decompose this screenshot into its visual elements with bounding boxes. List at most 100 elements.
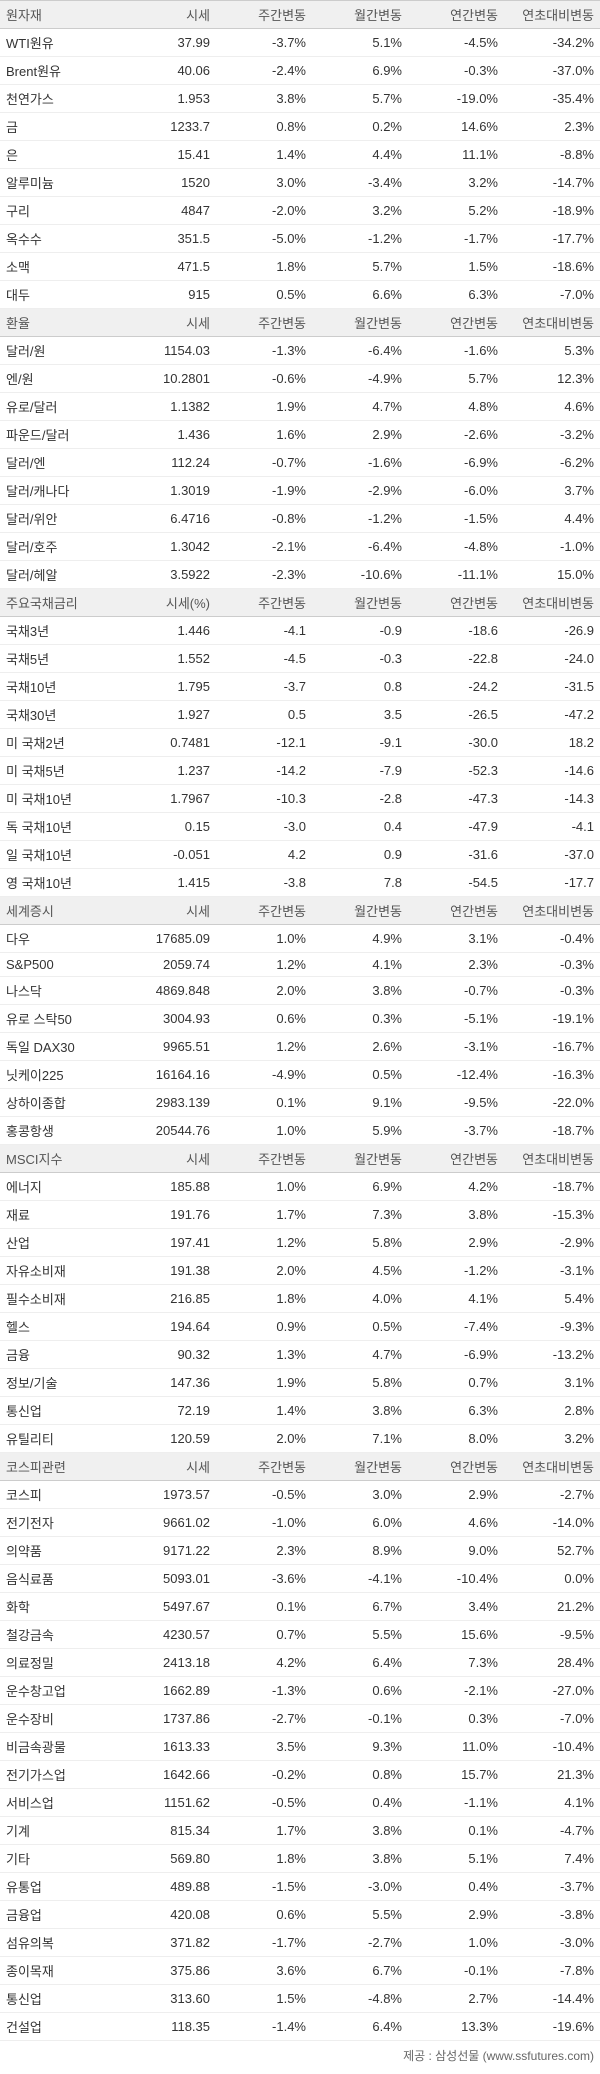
row-label: 유통업 <box>0 1873 120 1901</box>
row-value: 6.9% <box>312 57 408 85</box>
column-header: 연초대비변동 <box>504 1145 600 1173</box>
row-label: 달러/헤알 <box>0 561 120 589</box>
row-value: -0.3 <box>312 645 408 673</box>
row-value: -19.0% <box>408 85 504 113</box>
row-value: 1.1382 <box>120 393 216 421</box>
row-value: 37.99 <box>120 29 216 57</box>
table-row: 기계815.341.7%3.8%0.1%-4.7% <box>0 1817 600 1845</box>
table-row: 천연가스1.9533.8%5.7%-19.0%-35.4% <box>0 85 600 113</box>
row-value: 2.0% <box>216 1257 312 1285</box>
row-value: -14.2 <box>216 757 312 785</box>
section-header-row: 코스피관련시세주간변동월간변동연간변동연초대비변동 <box>0 1453 600 1481</box>
row-label: 자유소비재 <box>0 1257 120 1285</box>
row-value: -2.1% <box>408 1677 504 1705</box>
column-header: 주간변동 <box>216 1453 312 1481</box>
row-value: 7.8 <box>312 869 408 897</box>
table-row: 코스피1973.57-0.5%3.0%2.9%-2.7% <box>0 1481 600 1509</box>
column-header: 시세(%) <box>120 589 216 617</box>
row-value: -0.1% <box>408 1957 504 1985</box>
row-value: -2.6% <box>408 421 504 449</box>
row-value: -0.4% <box>504 925 600 953</box>
table-row: WTI원유37.99-3.7%5.1%-4.5%-34.2% <box>0 29 600 57</box>
row-label: 헬스 <box>0 1313 120 1341</box>
table-row: 은15.411.4%4.4%11.1%-8.8% <box>0 141 600 169</box>
row-value: 12.3% <box>504 365 600 393</box>
row-value: -3.7% <box>216 29 312 57</box>
table-row: 섬유의복371.82-1.7%-2.7%1.0%-3.0% <box>0 1929 600 1957</box>
row-value: -9.1 <box>312 729 408 757</box>
row-value: 8.9% <box>312 1537 408 1565</box>
row-value: 0.8% <box>312 1761 408 1789</box>
table-row: 종이목재375.863.6%6.7%-0.1%-7.8% <box>0 1957 600 1985</box>
row-label: S&P500 <box>0 953 120 977</box>
row-value: -3.2% <box>504 421 600 449</box>
row-label: 건설업 <box>0 2013 120 2041</box>
row-value: -24.2 <box>408 673 504 701</box>
table-row: 파운드/달러1.4361.6%2.9%-2.6%-3.2% <box>0 421 600 449</box>
row-value: 2.0% <box>216 1425 312 1453</box>
row-value: -0.5% <box>216 1789 312 1817</box>
row-value: 1520 <box>120 169 216 197</box>
row-value: 15.0% <box>504 561 600 589</box>
column-header: 주간변동 <box>216 589 312 617</box>
row-value: -16.3% <box>504 1061 600 1089</box>
row-label: 홍콩항생 <box>0 1117 120 1145</box>
table-row: 유로/달러1.13821.9%4.7%4.8%4.6% <box>0 393 600 421</box>
row-value: 11.1% <box>408 141 504 169</box>
row-value: 4.1% <box>312 953 408 977</box>
table-row: 닛케이22516164.16-4.9%0.5%-12.4%-16.3% <box>0 1061 600 1089</box>
row-label: 다우 <box>0 925 120 953</box>
row-value: -3.6% <box>216 1565 312 1593</box>
row-value: -3.1% <box>408 1033 504 1061</box>
table-row: 의약품9171.222.3%8.9%9.0%52.7% <box>0 1537 600 1565</box>
row-value: -10.6% <box>312 561 408 589</box>
row-value: 4.1% <box>408 1285 504 1313</box>
row-value: -4.7% <box>504 1817 600 1845</box>
section-title: 원자재 <box>0 1 120 29</box>
table-row: 금융업420.080.6%5.5%2.9%-3.8% <box>0 1901 600 1929</box>
row-value: 0.7% <box>216 1621 312 1649</box>
row-value: 6.3% <box>408 281 504 309</box>
row-value: 4.4% <box>504 505 600 533</box>
row-value: 1.7967 <box>120 785 216 813</box>
row-label: 철강금속 <box>0 1621 120 1649</box>
row-label: 코스피 <box>0 1481 120 1509</box>
row-value: 1.5% <box>216 1985 312 2013</box>
row-value: 2413.18 <box>120 1649 216 1677</box>
row-value: -9.3% <box>504 1313 600 1341</box>
row-value: 6.6% <box>312 281 408 309</box>
row-label: 엔/원 <box>0 365 120 393</box>
row-value: 3.5 <box>312 701 408 729</box>
row-value: 0.5% <box>312 1313 408 1341</box>
row-value: -17.7 <box>504 869 600 897</box>
row-value: 4.7% <box>312 1341 408 1369</box>
table-row: 달러/원1154.03-1.3%-6.4%-1.6%5.3% <box>0 337 600 365</box>
table-row: 엔/원10.2801-0.6%-4.9%5.7%12.3% <box>0 365 600 393</box>
row-value: -1.3% <box>216 337 312 365</box>
row-label: 의약품 <box>0 1537 120 1565</box>
row-value: 1.446 <box>120 617 216 645</box>
row-label: 기계 <box>0 1817 120 1845</box>
row-value: 2.8% <box>504 1397 600 1425</box>
row-value: 191.38 <box>120 1257 216 1285</box>
row-value: -31.5 <box>504 673 600 701</box>
row-label: 미 국채10년 <box>0 785 120 813</box>
table-row: 미 국채5년1.237-14.2-7.9-52.3-14.6 <box>0 757 600 785</box>
section-title: 주요국채금리 <box>0 589 120 617</box>
row-value: -24.0 <box>504 645 600 673</box>
table-row: 의료정밀2413.184.2%6.4%7.3%28.4% <box>0 1649 600 1677</box>
row-value: 1.9% <box>216 393 312 421</box>
row-value: 17685.09 <box>120 925 216 953</box>
row-value: -31.6 <box>408 841 504 869</box>
row-value: 3.1% <box>504 1369 600 1397</box>
row-value: -14.7% <box>504 169 600 197</box>
data-source: 제공 : 삼성선물 (www.ssfutures.com) <box>0 2041 600 2074</box>
row-value: -6.9% <box>408 1341 504 1369</box>
row-value: 4.1% <box>504 1789 600 1817</box>
row-value: 4.6% <box>408 1509 504 1537</box>
row-label: 일 국채10년 <box>0 841 120 869</box>
row-value: 0.1% <box>216 1593 312 1621</box>
row-value: 21.2% <box>504 1593 600 1621</box>
row-value: -2.7% <box>312 1929 408 1957</box>
row-label: 화학 <box>0 1593 120 1621</box>
